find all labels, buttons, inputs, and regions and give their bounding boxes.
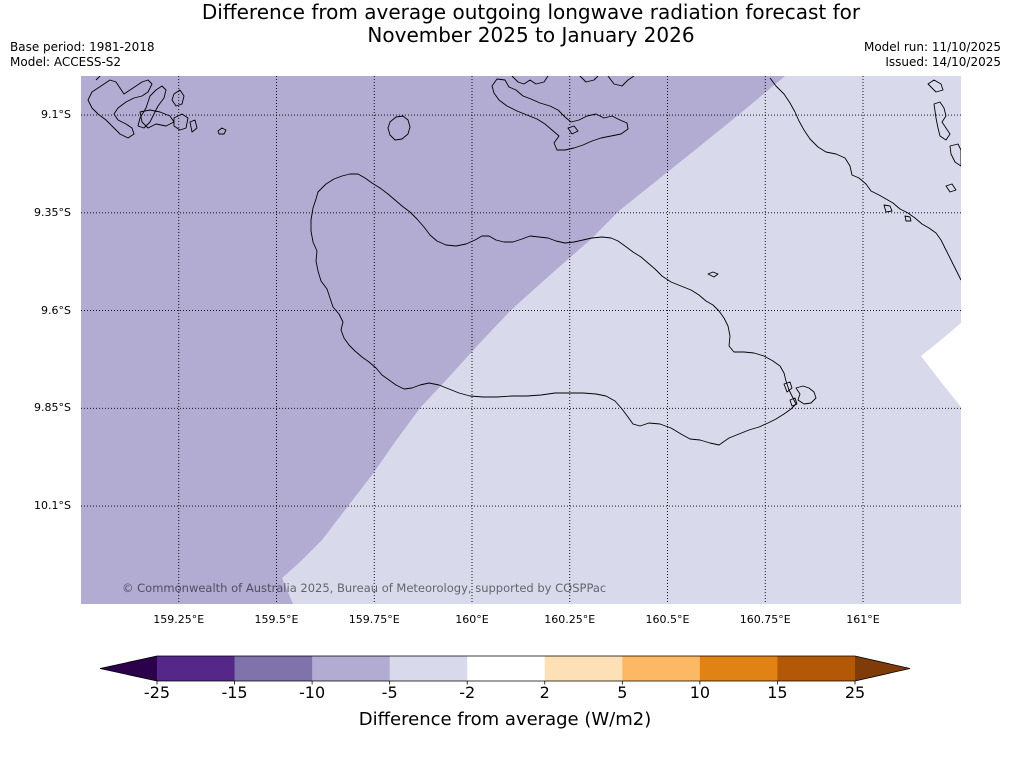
colorbar [99,655,911,685]
colorbar-segment [544,656,623,681]
colorbar-tick-label: 10 [689,683,711,702]
coastline-savo-island [387,115,411,141]
latitude-tick-label: 9.35°S [34,205,71,219]
longitude-tick-label: 160.25°E [544,613,596,626]
latitude-tick-label: 9.85°S [34,401,71,415]
latitude-tick-label: 9.6°S [41,303,71,317]
shading-minus2-to-2 [921,323,961,407]
colorbar-segment [157,656,236,681]
coastline-florida-islands [491,76,635,151]
colorbar-segment [622,656,701,681]
longitude-tick-label: 160°E [455,613,489,626]
colorbar-tick-label: -2 [459,683,476,702]
colorbar-segment [234,656,313,681]
colorbar-tick-label: -5 [381,683,398,702]
longitude-tick-label: 160.5°E [645,613,690,626]
coastline-malaita [769,77,961,281]
map-area [81,76,961,604]
longitude-tick-label: 161°E [846,613,880,626]
coastline-east-islets [783,381,817,407]
map-title-line-2: November 2025 to January 2026 [367,23,695,47]
model-text: Model: ACCESS-S2 [10,55,122,69]
longitude-tick-label: 159.25°E [153,613,205,626]
colorbar-tick-label: 5 [617,683,628,702]
map-title-line-1: Difference from average outgoing longwav… [201,0,861,24]
issued-text: Issued: 14/10/2025 [885,55,1001,69]
coastline-guadalcanal [310,173,797,446]
colorbar-segment [312,656,391,681]
colorbar-tick-label: -25 [143,683,171,702]
colorbar-segment [777,656,856,681]
colorbar-segment [699,656,778,681]
colorbar-tick-label: -10 [299,683,326,702]
latitude-tick-label: 10.1°S [34,499,71,513]
colorbar-segment [389,656,468,681]
coastline-northwest-islands [87,76,227,139]
longitude-tick-label: 159.75°E [348,613,400,626]
coastlines [87,76,961,446]
colorbar-tick-label: 2 [539,683,550,702]
anomaly-shading [81,76,961,604]
latitude-tick-label: 9.1°S [41,108,71,122]
longitude-tick-label: 160.75°E [739,613,791,626]
colorbar-tick-label: 15 [767,683,788,702]
colorbar-under-arrow [100,656,157,681]
colorbar-label: Difference from average (W/m2) [358,709,652,730]
colorbar-tick-label: 25 [844,683,866,702]
coastline-islet [707,271,719,278]
copyright-notice: © Commonwealth of Australia 2025, Bureau… [122,581,607,595]
colorbar-tick-label: -15 [221,683,248,702]
colorbar-segment [467,656,546,681]
base-period-text: Base period: 1981-2018 [10,40,155,54]
longitude-tick-label: 159.5°E [254,613,299,626]
model-run-text: Model run: 11/10/2025 [863,40,1001,54]
gridlines [81,76,961,604]
colorbar-over-arrow [855,656,910,681]
shading-minus10-to-minus5 [81,76,785,604]
